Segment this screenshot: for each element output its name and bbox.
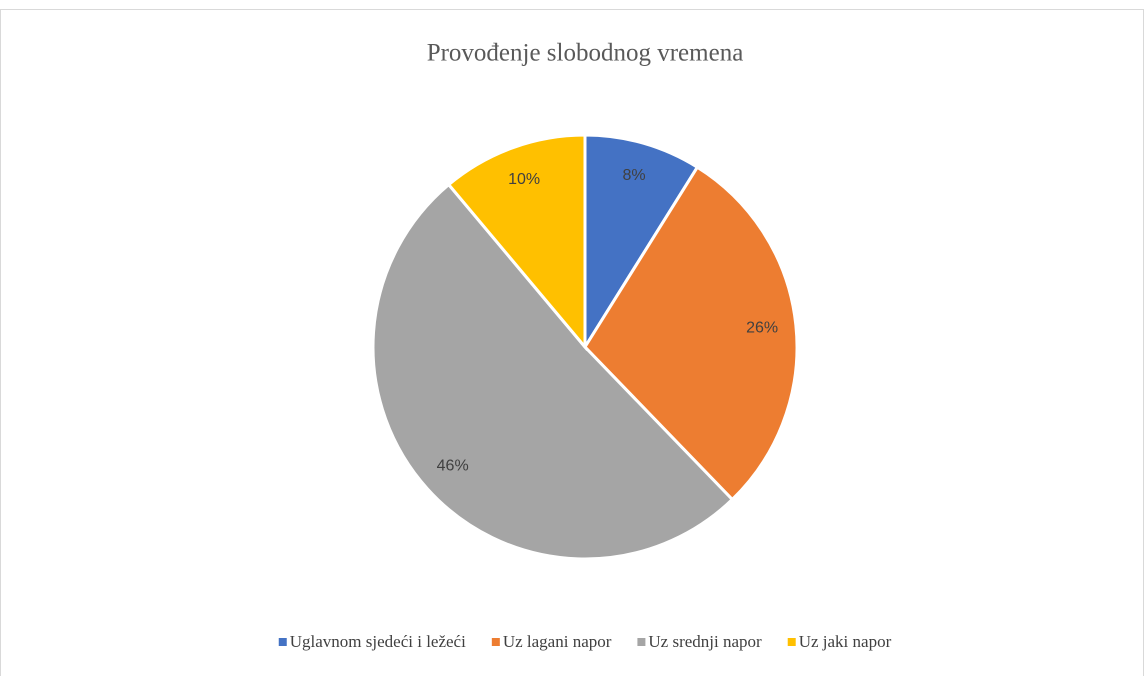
pie-slice xyxy=(583,133,700,353)
legend-swatch xyxy=(491,638,500,646)
pie-slice xyxy=(446,133,587,352)
data-label: 8% xyxy=(623,167,646,184)
legend-label: Uz jaki napor xyxy=(799,632,892,651)
legend-swatch xyxy=(637,638,646,646)
legend-label: Uglavnom sjedeći i ležeći xyxy=(290,632,466,651)
pie-slice xyxy=(583,165,799,502)
chart-title: Provođenje slobodnog vremena xyxy=(427,40,744,67)
legend-swatch xyxy=(278,638,287,646)
legend-swatch xyxy=(787,638,796,646)
legend-label: Uz lagani napor xyxy=(503,632,612,651)
data-label: 46% xyxy=(437,457,469,474)
legend-label: Uz srednji napor xyxy=(648,632,762,651)
data-label: 10% xyxy=(508,171,540,188)
data-label: 26% xyxy=(746,320,778,337)
pie-slice xyxy=(371,182,735,561)
